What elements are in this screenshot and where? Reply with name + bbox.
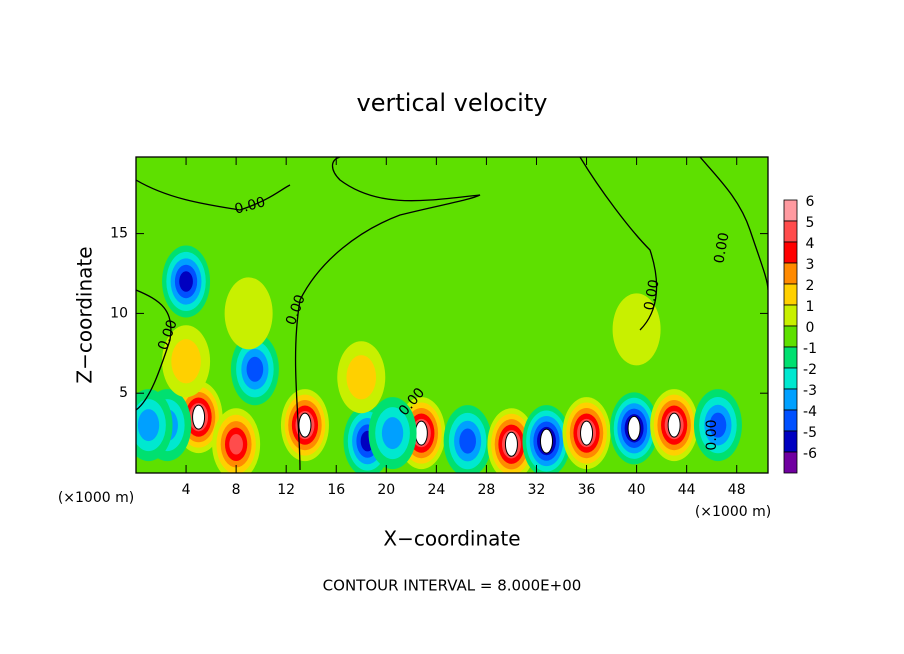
level-fill: [539, 428, 553, 454]
colorbar-swatch: [783, 367, 798, 390]
colorbar-swatch: [783, 346, 798, 369]
colorbar-label: 5: [806, 215, 815, 231]
field-feature: [522, 405, 571, 473]
level-fill: [612, 293, 661, 366]
field-feature: [368, 397, 417, 470]
colorbar-label: -6: [803, 446, 817, 462]
field-feature: [162, 325, 211, 398]
field-feature: [443, 405, 492, 473]
level-fill: [179, 271, 193, 292]
level-fill: [192, 404, 206, 430]
field-feature: [162, 245, 211, 318]
x-tick-label: 24: [427, 482, 445, 498]
field: [136, 157, 768, 473]
x-tick-label: 4: [182, 482, 191, 498]
field-feature: [136, 389, 173, 462]
footer: CONTOUR INTERVAL = 8.000E+00: [323, 577, 582, 595]
chart-title: vertical velocity: [357, 89, 548, 117]
level-fill: [346, 355, 377, 400]
field-feature: [562, 397, 611, 470]
x-tick-label: 44: [678, 482, 696, 498]
colorbar-swatch: [783, 262, 798, 285]
x-unit: (×1000 m): [58, 490, 134, 506]
colorbar-label: 4: [806, 236, 815, 252]
x-tick-label: 48: [728, 482, 746, 498]
y-axis-label: Z−coordinate: [73, 246, 97, 383]
colorbar-swatch: [783, 409, 798, 432]
colorbar-swatch: [783, 199, 798, 222]
y-tick-label: 10: [110, 305, 128, 321]
colorbar-label: -2: [803, 362, 817, 378]
x-tick-label: 20: [377, 482, 395, 498]
field-feature: [212, 408, 261, 473]
level-fill: [246, 356, 264, 382]
x-tick-label: 40: [628, 482, 646, 498]
x-tick-label: 8: [232, 482, 241, 498]
colorbar-label: -1: [803, 341, 817, 357]
contour-label: 0.00: [641, 278, 662, 311]
colorbar-label: 3: [806, 257, 815, 273]
level-fill: [627, 415, 641, 441]
x-tick-label: 36: [578, 482, 596, 498]
x-axis-label: X−coordinate: [383, 527, 520, 551]
colorbar-swatch: [783, 220, 798, 243]
level-fill: [171, 339, 201, 384]
colorbar-swatch: [783, 241, 798, 264]
field-feature: [610, 392, 659, 465]
x-unit: (×1000 m): [695, 504, 771, 520]
field-feature: [693, 389, 742, 462]
level-fill: [459, 428, 476, 454]
level-fill: [298, 412, 312, 438]
colorbar-label: 2: [806, 278, 815, 294]
level-fill: [414, 420, 428, 446]
level-fill: [709, 412, 727, 438]
contour-label: 0.00: [233, 194, 267, 218]
level-fill: [137, 409, 160, 442]
colorbar-swatch: [783, 451, 798, 474]
colorbar-swatch: [783, 304, 798, 327]
colorbar-label: -5: [803, 425, 817, 441]
contour-label: 0.00: [711, 231, 732, 264]
x-tick-label: 12: [277, 482, 295, 498]
level-fill: [667, 412, 681, 438]
y-tick-label: 5: [119, 385, 128, 401]
level-fill: [580, 420, 594, 446]
field-feature: [280, 389, 329, 462]
colorbar-label: 0: [806, 320, 815, 336]
colorbar-label: -4: [803, 404, 817, 420]
colorbar-swatch: [783, 388, 798, 411]
level-fill: [224, 277, 273, 350]
plot-frame: [135, 156, 769, 474]
x-tick-label: 28: [478, 482, 496, 498]
field-feature: [337, 341, 386, 414]
y-tick-label: 15: [110, 226, 128, 242]
level-fill: [229, 433, 243, 455]
colorbar-label: 1: [806, 299, 815, 315]
level-fill: [504, 431, 518, 457]
field-feature: [230, 333, 279, 406]
x-tick-label: 32: [528, 482, 546, 498]
colorbar-swatch: [783, 430, 798, 453]
colorbar-label: 6: [806, 194, 815, 210]
field-feature: [174, 381, 223, 454]
x-tick-label: 16: [327, 482, 345, 498]
colorbar-swatch: [783, 325, 798, 348]
field-feature: [487, 408, 536, 473]
overlay: 0.000.000.000.000.000.000.004 8 12 16 20 24 28…: [110, 156, 817, 498]
field-feature: [650, 389, 699, 462]
field-feature: [224, 277, 273, 350]
level-fill: [381, 417, 404, 450]
colorbar-label: -3: [803, 383, 817, 399]
colorbar-swatch: [783, 283, 798, 306]
zero-contour: [136, 157, 768, 471]
field-feature: [612, 293, 661, 366]
contour-label: 0.00: [704, 419, 720, 450]
